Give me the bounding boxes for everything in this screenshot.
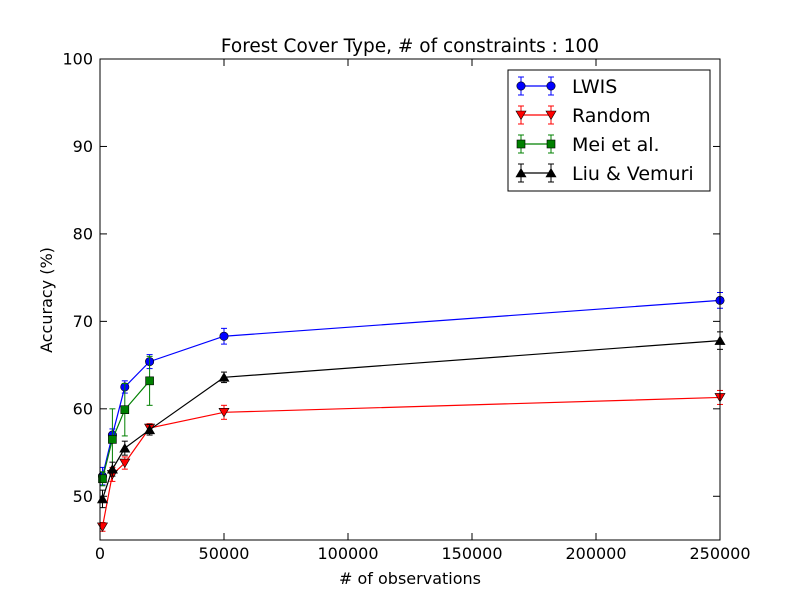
x-axis-label: # of observations — [339, 569, 481, 588]
y-tick-label: 90 — [73, 137, 93, 156]
x-tick-label: 250000 — [689, 544, 750, 563]
legend-label-lwis: LWIS — [572, 76, 617, 98]
legend-marker-mei-et-al — [516, 139, 526, 149]
data-point-mei-et-al — [98, 474, 107, 484]
x-tick-label: 0 — [95, 544, 105, 563]
legend-label-liu-vemuri: Liu & Vemuri — [572, 163, 694, 185]
ticks-layer: 0 50000 100000 150000 200000 250000 50 60 70 80 90… — [62, 50, 750, 564]
series-mei-et-al — [98, 355, 154, 487]
legend-label-random: Random — [572, 105, 651, 127]
legend-marker-liu-vemuri — [545, 167, 557, 178]
legend-marker-mei-et-al — [546, 139, 556, 149]
legend: LWIS Random Mei et al. Liu & Vemuri — [507, 69, 711, 192]
legend-entry-mei-et-al: Mei et al. — [516, 134, 660, 156]
y-tick-label: 80 — [73, 224, 93, 243]
legend-entries: LWIS Random Mei et al. Liu & Vemuri — [515, 76, 694, 185]
x-tick-label: 200000 — [565, 544, 626, 563]
legend-marker-lwis — [546, 81, 556, 91]
data-point-lwis — [219, 331, 229, 341]
y-axis-label: Accuracy (%) — [37, 247, 56, 353]
legend-entry-lwis: LWIS — [516, 76, 617, 98]
y-tick-label: 50 — [73, 487, 93, 506]
legend-box — [507, 69, 711, 192]
data-point-liu-vemuri — [218, 372, 230, 382]
legend-marker-liu-vemuri — [515, 167, 527, 178]
legend-marker-random — [545, 110, 557, 121]
y-tick-label: 60 — [73, 399, 93, 418]
y-tick-label: 70 — [73, 312, 93, 331]
legend-entry-liu-vemuri: Liu & Vemuri — [515, 163, 694, 185]
x-tick-label: 100000 — [317, 544, 378, 563]
data-point-mei-et-al — [120, 405, 130, 414]
chart-title: Forest Cover Type, # of constraints : 10… — [221, 36, 599, 57]
legend-marker-random — [515, 110, 527, 121]
y-tick-label: 100 — [62, 50, 93, 69]
series-line-mei-et-al — [101, 380, 151, 479]
data-point-mei-et-al — [108, 435, 117, 444]
data-point-liu-vemuri — [144, 424, 156, 435]
data-point-random — [218, 408, 230, 418]
data-point-liu-vemuri — [119, 443, 131, 453]
data-point-mei-et-al — [145, 376, 154, 386]
data-point-liu-vemuri — [106, 464, 118, 474]
series-line-liu-vemuri — [101, 340, 721, 500]
plot-frame — [99, 58, 721, 541]
legend-entry-random: Random — [515, 105, 651, 127]
x-tick-label: 150000 — [441, 544, 502, 563]
legend-label-mei-et-al: Mei et al. — [572, 134, 660, 156]
x-tick-label: 50000 — [199, 544, 250, 563]
data-point-random — [119, 458, 131, 469]
legend-marker-lwis — [516, 81, 526, 91]
series-line-random — [101, 396, 721, 527]
